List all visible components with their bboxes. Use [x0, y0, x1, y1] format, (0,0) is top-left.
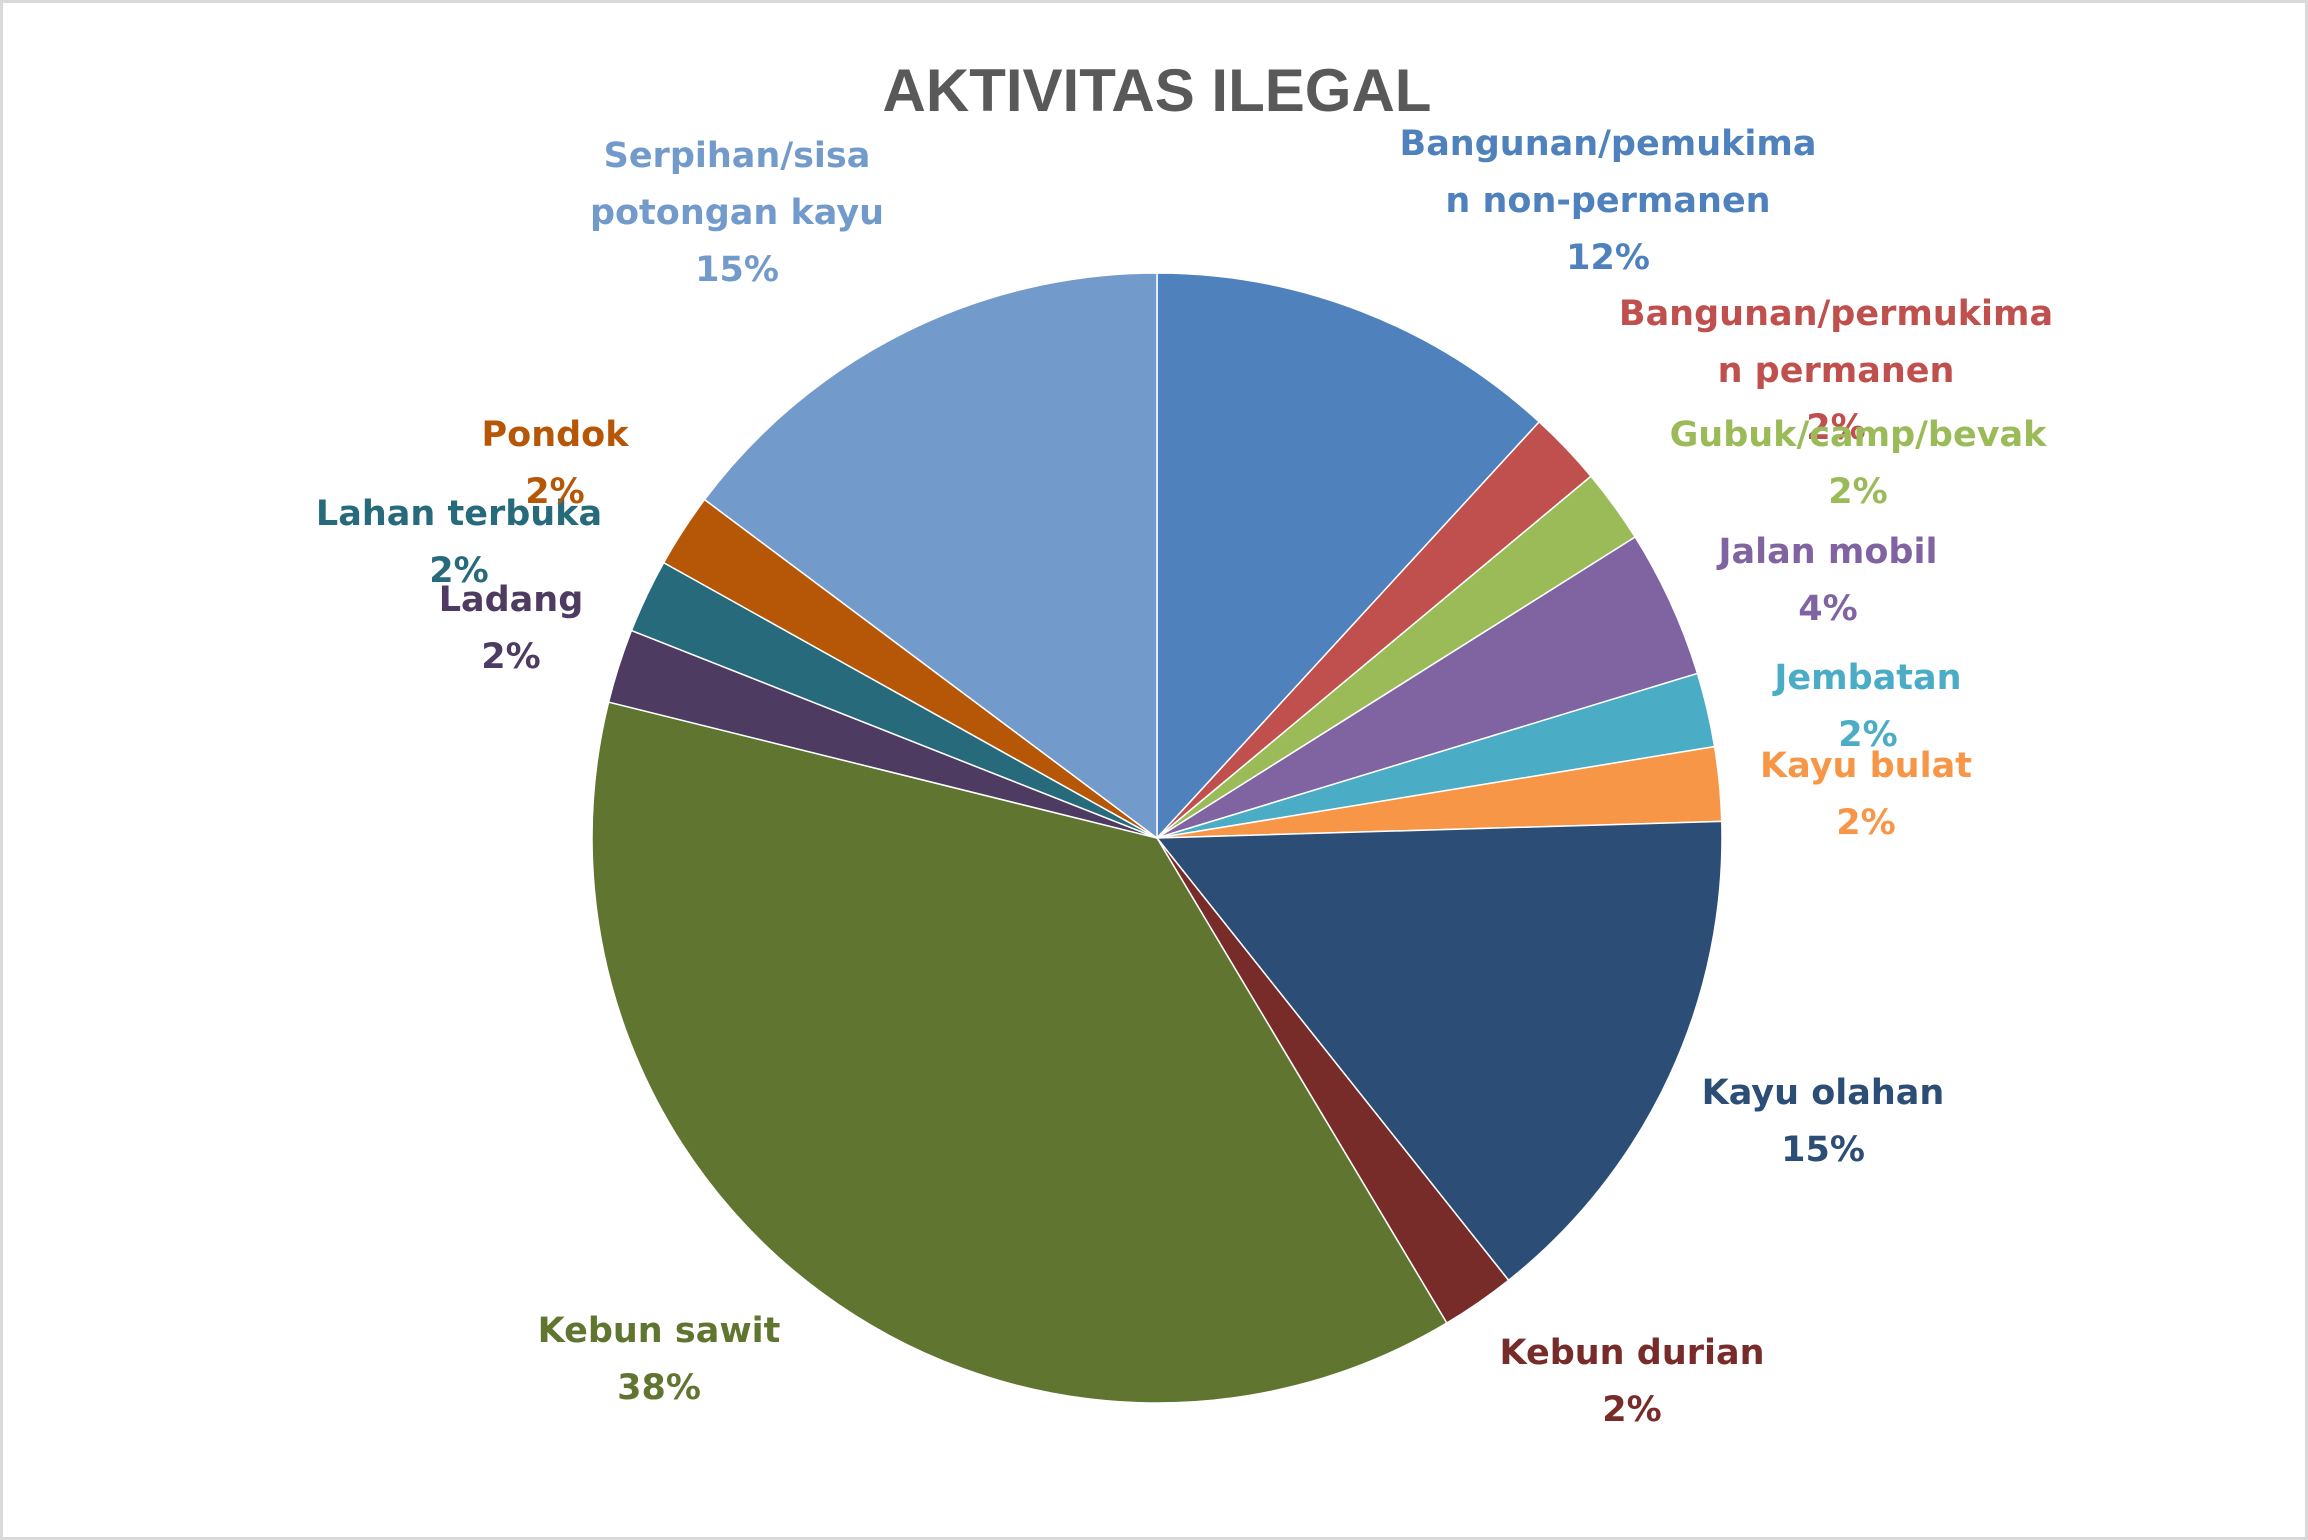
slice-label-6: Kayu bulat 2%: [1760, 746, 1972, 843]
slice-label-8: Kebun durian 2%: [1499, 1333, 1764, 1430]
slice-category: Jalan mobil: [1717, 532, 1938, 572]
pie-slice-9: [591, 701, 1448, 1404]
slice-category: Lahan terbuka: [316, 494, 602, 534]
slice-category: Kayu olahan: [1702, 1073, 1945, 1113]
slice-percent: 2%: [1828, 472, 1887, 512]
slice-label-13: Serpihan/sisa potongan kayu 15%: [590, 136, 884, 290]
slice-category: Bangunan/permukima: [1619, 294, 2053, 334]
pie-slice-7: [1155, 820, 1723, 1282]
slice-label-11: Lahan terbuka 2%: [316, 494, 602, 591]
slice-label-7: Kayu olahan 15%: [1702, 1073, 1945, 1170]
slice-category: n non-permanen: [1445, 181, 1770, 221]
pie-slices: [591, 272, 1723, 1404]
slice-category: Pondok: [482, 415, 630, 455]
slice-category: Kayu bulat: [1760, 746, 1972, 786]
slice-category: Gubuk/camp/bevak: [1670, 415, 2048, 455]
slice-labels: Bangunan/pemukima n non-permanen 12%Bangun…: [316, 124, 2053, 1430]
slice-label-1: Bangunan/pemukima n non-permanen 12%: [1400, 124, 1817, 278]
slice-category: Kebun durian: [1499, 1333, 1764, 1373]
slice-percent: 15%: [1781, 1130, 1865, 1170]
slice-label-10: Ladang 2%: [439, 580, 584, 677]
slice-percent: 2%: [1602, 1390, 1661, 1430]
slice-percent: 2%: [1838, 715, 1897, 755]
slice-category: Jembatan: [1772, 658, 1961, 698]
slice-percent: 2%: [525, 472, 584, 512]
slice-label-3: Gubuk/camp/bevak 2%: [1670, 415, 2048, 512]
pie-chart: AKTIVITAS ILEGAL Bangunan/pemukima n non-…: [316, 57, 2053, 1430]
slice-percent: 38%: [617, 1368, 701, 1408]
slice-category: Ladang: [439, 580, 584, 620]
slice-category: n permanen: [1718, 351, 1955, 391]
slice-label-9: Kebun sawit 38%: [538, 1311, 781, 1408]
slice-percent: 4%: [1798, 589, 1857, 629]
slice-percent: 2%: [429, 551, 488, 591]
slice-category: Kebun sawit: [538, 1311, 781, 1351]
slice-label-2: Bangunan/permukima n permanen 2%: [1619, 294, 2053, 448]
slice-percent: 2%: [481, 637, 540, 677]
slice-label-12: Pondok 2%: [482, 415, 630, 512]
slice-percent: 2%: [1836, 803, 1895, 843]
pie-slice-13: [703, 272, 1158, 840]
slice-percent: 15%: [695, 250, 779, 290]
pie-slice-1: [1156, 272, 1541, 840]
slice-percent: 12%: [1566, 238, 1650, 278]
chart-title: AKTIVITAS ILEGAL: [883, 57, 1432, 124]
slice-percent: 2%: [1806, 408, 1865, 448]
slice-category: Serpihan/sisa: [604, 136, 871, 176]
slice-label-5: Jembatan 2%: [1772, 658, 1961, 755]
slice-label-4: Jalan mobil 4%: [1717, 532, 1938, 629]
slice-category: Bangunan/pemukima: [1400, 124, 1817, 164]
slice-category: potongan kayu: [590, 193, 884, 233]
